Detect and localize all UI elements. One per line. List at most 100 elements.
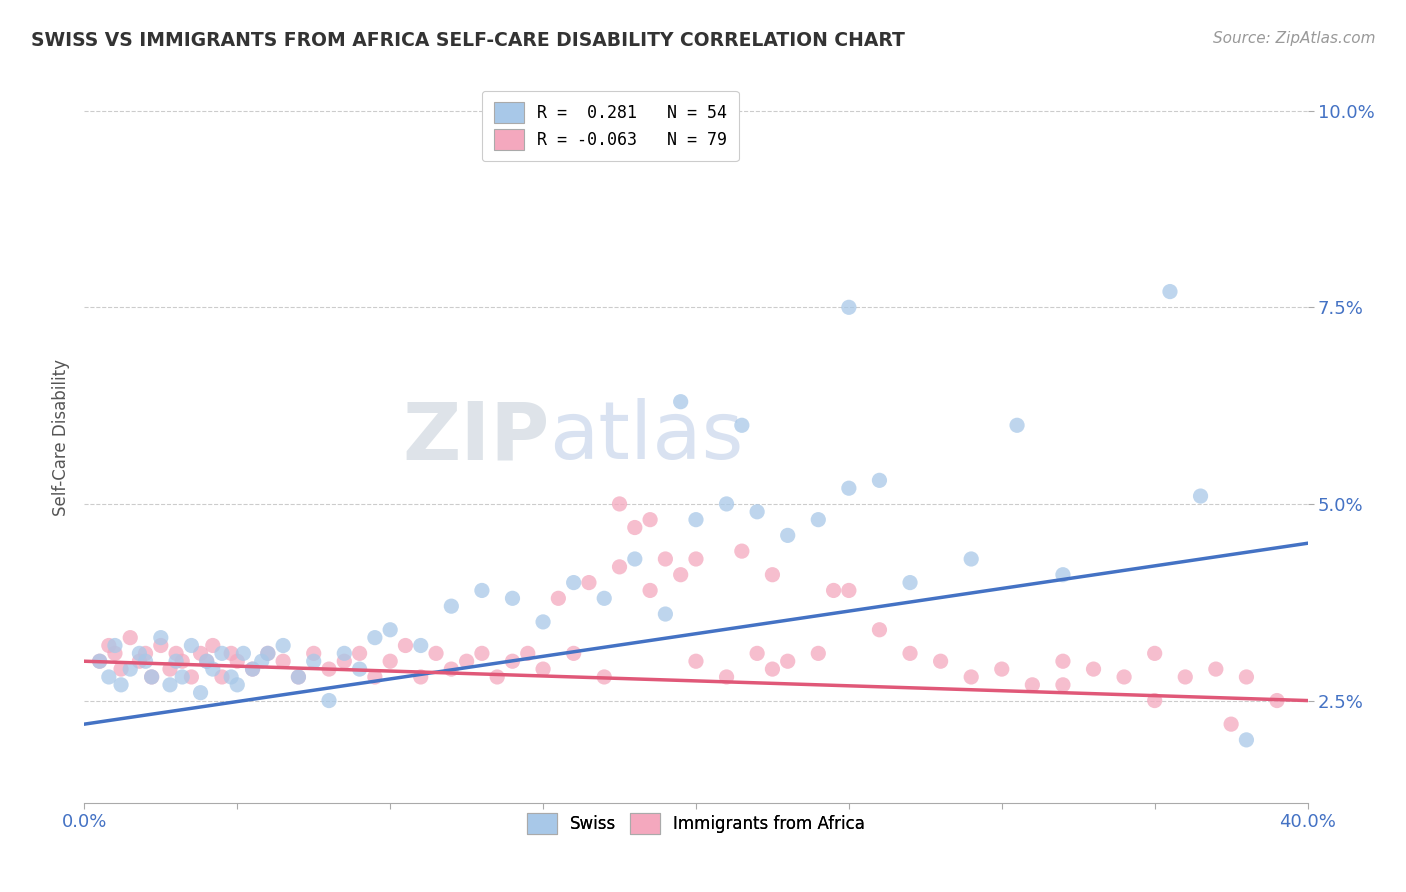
Point (89, 654, 111, 668)
Point (349, 662, 371, 676)
Point (562, 646, 585, 660)
Point (226, 654, 249, 668)
Point (716, 497, 738, 511)
Text: SWISS VS IMMIGRANTS FROM AFRICA SELF-CARE DISABILITY CORRELATION CHART: SWISS VS IMMIGRANTS FROM AFRICA SELF-CAR… (31, 31, 905, 50)
Point (898, 575, 921, 590)
Point (172, 670, 194, 684)
Point (159, 662, 181, 676)
Point (141, 670, 163, 684)
Point (898, 646, 921, 660)
Legend: Swiss, Immigrants from Africa: Swiss, Immigrants from Africa (519, 805, 873, 842)
Text: atlas: atlas (550, 398, 744, 476)
Point (776, 654, 799, 668)
Point (776, 528, 799, 542)
Point (219, 646, 242, 660)
Point (318, 662, 340, 676)
Point (440, 662, 463, 676)
Point (593, 591, 616, 606)
Point (609, 497, 631, 511)
Point (807, 513, 830, 527)
Point (669, 567, 692, 582)
Point (991, 662, 1014, 676)
Point (425, 646, 447, 660)
Point (128, 646, 150, 660)
Point (456, 654, 478, 668)
Point (1189, 489, 1212, 503)
Point (562, 575, 585, 590)
Point (838, 583, 860, 598)
Point (531, 662, 554, 676)
Point (149, 631, 172, 645)
Point (333, 654, 356, 668)
Point (638, 513, 661, 527)
Point (531, 615, 554, 629)
Point (638, 583, 661, 598)
Point (547, 591, 569, 606)
Point (159, 678, 181, 692)
Point (226, 678, 249, 692)
Point (1220, 717, 1243, 731)
Point (302, 646, 325, 660)
Point (242, 662, 264, 676)
Point (287, 670, 309, 684)
Point (257, 646, 280, 660)
Point (578, 575, 600, 590)
Point (624, 520, 647, 534)
Point (380, 623, 402, 637)
Point (502, 591, 524, 606)
Point (380, 654, 402, 668)
Point (120, 662, 142, 676)
Point (287, 670, 309, 684)
Point (654, 552, 676, 566)
Point (654, 607, 676, 621)
Point (165, 646, 187, 660)
Point (201, 639, 224, 653)
Point (232, 646, 254, 660)
Point (838, 301, 860, 315)
Point (609, 559, 631, 574)
Point (1005, 418, 1028, 433)
Point (516, 646, 538, 660)
Point (624, 552, 647, 566)
Point (1236, 670, 1258, 684)
Point (89, 654, 111, 668)
Point (1236, 732, 1258, 747)
Point (409, 639, 432, 653)
Point (172, 654, 194, 668)
Point (1083, 662, 1105, 676)
Text: Source: ZipAtlas.com: Source: ZipAtlas.com (1212, 31, 1375, 46)
Point (440, 599, 463, 614)
Point (1265, 827, 1288, 841)
Point (960, 670, 983, 684)
Y-axis label: Self-Care Disability: Self-Care Disability (52, 359, 70, 516)
Point (486, 670, 509, 684)
Point (180, 639, 202, 653)
Point (807, 646, 830, 660)
Point (165, 654, 187, 668)
Point (195, 654, 218, 668)
Point (1265, 693, 1288, 707)
Point (318, 693, 340, 707)
Point (349, 646, 371, 660)
Point (110, 662, 132, 676)
Point (110, 678, 132, 692)
Point (471, 646, 494, 660)
Point (135, 646, 157, 660)
Point (190, 646, 212, 660)
Point (180, 670, 202, 684)
Point (211, 670, 233, 684)
Point (219, 670, 242, 684)
Point (669, 394, 692, 409)
Point (960, 552, 983, 566)
Point (141, 670, 163, 684)
Point (364, 631, 387, 645)
Point (669, 143, 692, 157)
Point (1052, 654, 1074, 668)
Point (1143, 646, 1166, 660)
Point (104, 646, 127, 660)
Point (747, 646, 769, 660)
Point (929, 654, 952, 668)
Point (333, 646, 356, 660)
Point (97, 670, 120, 684)
Point (761, 662, 783, 676)
